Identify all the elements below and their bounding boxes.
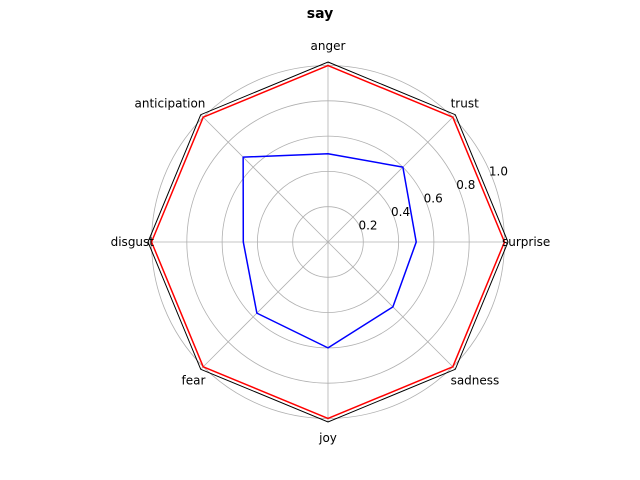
radial-tick-label: 0.8 [456,178,475,192]
radial-tick-label: 0.2 [358,218,377,232]
category-label-joy: joy [318,431,337,445]
spoke-anticipation [200,114,329,243]
series-line-2 [242,153,417,349]
category-label-anticipation: anticipation [135,96,206,110]
radial-tick-label: 1.0 [489,164,508,178]
category-label-trust: trust [451,96,479,110]
spoke-sadness [327,241,456,370]
radial-tick-label: 0.4 [391,205,410,219]
radial-tick-label: 0.6 [424,191,443,205]
category-label-sadness: sadness [451,374,500,388]
chart-frame [147,61,509,423]
label-layer: 0.2 0.4 0.6 0.8 1.0 anger trust surprise sadness… [111,39,551,445]
grid-layer [147,61,509,423]
spoke-trust [327,114,456,243]
category-label-anger: anger [311,39,346,53]
category-label-surprise: surprise [502,235,550,249]
series-layer [150,64,506,420]
chart-title: say [307,6,333,22]
category-label-disgust: disgust [111,235,155,249]
category-label-fear: fear [182,374,206,388]
spoke-fear [200,241,329,370]
series-line-1 [150,64,506,420]
